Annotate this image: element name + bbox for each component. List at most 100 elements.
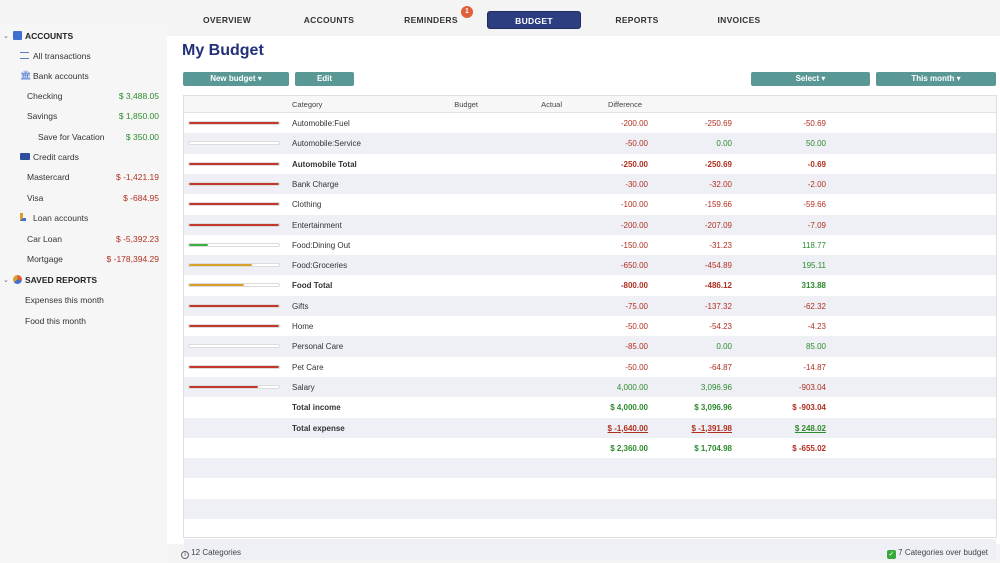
difference-cell: 313.88 bbox=[801, 281, 826, 291]
sidebar-item-all-transactions[interactable]: All transactions bbox=[0, 46, 167, 66]
table-row[interactable]: Automobile:Fuel -200.00 -250.69 -50.69 bbox=[184, 113, 996, 133]
budget-table: Category Budget Actual Difference Automo… bbox=[183, 95, 997, 560]
edit-button[interactable]: Edit bbox=[295, 72, 354, 86]
budget-progress-fill bbox=[189, 243, 208, 246]
budget-panel: My Budget New budget ▾ Edit Select ▾ Thi… bbox=[167, 36, 1000, 560]
category-cell: Automobile:Fuel bbox=[292, 119, 350, 128]
tab-reports[interactable]: REPORTS bbox=[615, 15, 659, 25]
sidebar-item-mortgage[interactable]: Mortgage $ -178,394.29 bbox=[27, 254, 159, 264]
reminders-count-badge: 1 bbox=[461, 6, 473, 18]
info-icon: i bbox=[181, 551, 189, 559]
budget-cell: -100.00 bbox=[620, 200, 648, 210]
tab-invoices[interactable]: INVOICES bbox=[717, 15, 761, 25]
category-cell: Clothing bbox=[292, 200, 322, 210]
empty-row bbox=[184, 458, 996, 479]
column-header-budget[interactable]: Budget bbox=[454, 100, 478, 109]
sidebar-item-expenses-this-month[interactable]: Expenses this month bbox=[25, 295, 104, 305]
sidebar-item-food-this-month[interactable]: Food this month bbox=[25, 316, 86, 326]
empty-row bbox=[184, 478, 996, 498]
sidebar-item-save-for-vacation[interactable]: Save for Vacation $ 350.00 bbox=[38, 132, 159, 142]
budget-progress-fill bbox=[189, 304, 279, 307]
budget-cell: -50.00 bbox=[625, 362, 648, 372]
tab-budget[interactable]: BUDGET bbox=[487, 11, 581, 29]
total-actual-cell: $ 1,704.98 bbox=[694, 443, 732, 453]
category-cell: Automobile:Service bbox=[292, 139, 361, 149]
budget-progress-fill bbox=[189, 203, 279, 206]
sidebar-item-visa[interactable]: Visa $ -684.95 bbox=[27, 193, 159, 203]
difference-cell: -62.32 bbox=[803, 301, 826, 311]
sidebar-item-bank-accounts[interactable]: 🏛 Bank accounts bbox=[20, 70, 89, 81]
budget-progress-fill bbox=[189, 264, 252, 267]
budget-progress-bar bbox=[188, 202, 280, 207]
sidebar-item-credit-cards[interactable]: Credit cards bbox=[0, 147, 167, 167]
table-row[interactable]: Personal Care -85.00 0.00 85.00 bbox=[184, 336, 996, 357]
budget-progress-bar bbox=[188, 242, 280, 247]
total-budget-cell: $ 4,000.00 bbox=[610, 403, 648, 413]
total-label: Total income bbox=[292, 403, 341, 413]
table-row[interactable]: Food:Groceries -650.00 -454.89 195.11 bbox=[184, 255, 996, 276]
budget-cell: -85.00 bbox=[625, 342, 648, 352]
tab-accounts[interactable]: ACCOUNTS bbox=[303, 15, 355, 25]
tab-overview[interactable]: OVERVIEW bbox=[202, 15, 252, 25]
budget-progress-fill bbox=[189, 122, 279, 124]
difference-cell: -4.23 bbox=[807, 322, 826, 331]
difference-cell: -2.00 bbox=[807, 179, 826, 189]
table-row[interactable]: Home -50.00 -54.23 -4.23 bbox=[184, 316, 996, 336]
sidebar-item-mastercard[interactable]: Mastercard $ -1,421.19 bbox=[27, 172, 159, 182]
this-month-button[interactable]: This month ▾ bbox=[876, 72, 996, 86]
budget-progress-bar bbox=[188, 263, 280, 268]
actual-cell: 0.00 bbox=[716, 342, 732, 352]
sidebar-saved-reports-header[interactable]: ⌄ SAVED REPORTS bbox=[3, 275, 98, 285]
sidebar-accounts-header[interactable]: ⌄ ACCOUNTS bbox=[3, 31, 74, 41]
difference-cell: -59.66 bbox=[803, 200, 826, 210]
category-cell: Food:Groceries bbox=[292, 261, 348, 271]
tab-reminders[interactable]: REMINDERS bbox=[404, 15, 458, 25]
table-row[interactable]: Automobile:Service -50.00 0.00 50.00 bbox=[184, 133, 996, 154]
total-budget-cell: $ -1,640.00 bbox=[607, 423, 648, 433]
select-button[interactable]: Select ▾ bbox=[751, 72, 870, 86]
table-row[interactable]: Bank Charge -30.00 -32.00 -2.00 bbox=[184, 173, 996, 195]
table-row[interactable]: Food Total -800.00 -486.12 313.88 bbox=[184, 275, 996, 295]
column-header-category[interactable]: Category bbox=[292, 100, 323, 109]
category-cell: Gifts bbox=[292, 301, 309, 311]
sidebar-item-car-loan[interactable]: Car Loan $ -5,392.23 bbox=[27, 234, 159, 244]
new-budget-button[interactable]: New budget ▾ bbox=[183, 72, 289, 86]
budget-progress-fill bbox=[189, 182, 279, 185]
net-row: $ 2,360.00 $ 1,704.98 $ -655.02 bbox=[184, 438, 996, 458]
column-header-actual[interactable]: Actual bbox=[541, 100, 562, 109]
sidebar-item-loan-accounts[interactable]: Loan accounts bbox=[0, 208, 167, 228]
column-header-difference[interactable]: Difference bbox=[607, 100, 642, 109]
table-row[interactable]: Food:Dining Out -150.00 -31.23 118.77 bbox=[184, 235, 996, 255]
difference-cell: -50.69 bbox=[803, 119, 826, 128]
category-cell: Personal Care bbox=[292, 342, 344, 352]
actual-cell: -250.69 bbox=[704, 159, 732, 169]
page-title: My Budget bbox=[182, 42, 264, 59]
sidebar-item-checking[interactable]: Checking $ 3,488.05 bbox=[27, 91, 159, 101]
difference-cell: 118.77 bbox=[802, 240, 826, 250]
actual-cell: -250.69 bbox=[704, 119, 732, 128]
total-actual-cell: $ 3,096.96 bbox=[694, 403, 732, 413]
difference-cell: -7.09 bbox=[807, 220, 826, 230]
over-budget-status: ✓ 7 Categories over budget bbox=[886, 548, 988, 559]
budget-progress-bar bbox=[188, 121, 280, 125]
pie-chart-icon bbox=[13, 275, 22, 284]
sidebar-item-savings[interactable]: Savings $ 1,850.00 bbox=[27, 111, 159, 121]
table-row[interactable]: Pet Care -50.00 -64.87 -14.87 bbox=[184, 357, 996, 377]
empty-row bbox=[184, 539, 996, 560]
actual-cell: -32.00 bbox=[709, 179, 732, 189]
budget-progress-bar bbox=[188, 324, 280, 328]
loan-icon bbox=[20, 213, 26, 221]
budget-cell: -150.00 bbox=[620, 240, 648, 250]
table-row[interactable]: Entertainment -200.00 -207.09 -7.09 bbox=[184, 214, 996, 235]
table-row[interactable]: Gifts -75.00 -137.32 -62.32 bbox=[184, 295, 996, 316]
table-row[interactable]: Automobile Total -250.00 -250.69 -0.69 bbox=[184, 154, 996, 174]
empty-row bbox=[184, 519, 996, 539]
actual-cell: -54.23 bbox=[709, 322, 732, 331]
category-cell: Bank Charge bbox=[292, 179, 339, 189]
budget-progress-fill bbox=[189, 162, 279, 165]
table-row[interactable]: Salary 4,000.00 3,096.96 -903.04 bbox=[184, 376, 996, 398]
bank-icon: 🏛 bbox=[20, 70, 32, 80]
difference-cell: -903.04 bbox=[798, 382, 826, 392]
table-row[interactable]: Clothing -100.00 -159.66 -59.66 bbox=[184, 194, 996, 214]
difference-cell: -14.87 bbox=[803, 362, 826, 372]
